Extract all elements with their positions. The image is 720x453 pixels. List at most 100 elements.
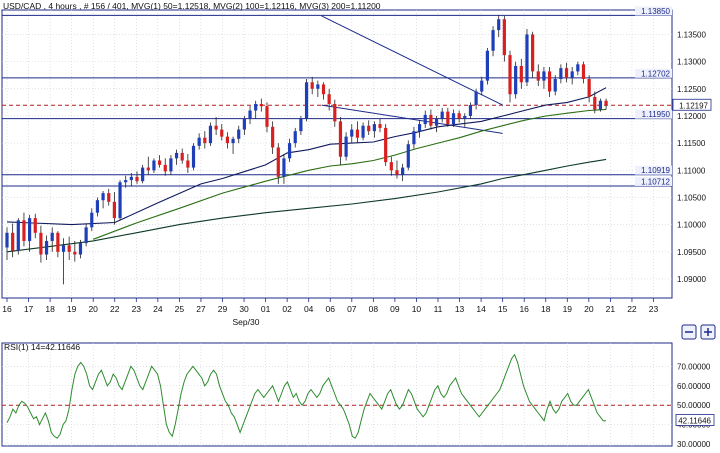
bar-info-label: # 156 / 401: [84, 1, 127, 11]
candle-body: [50, 232, 54, 241]
x-tick-label: 23: [132, 304, 142, 314]
candle-body: [220, 129, 224, 137]
candle-body: [429, 114, 433, 126]
candle-body: [271, 126, 275, 148]
trendline: [321, 15, 503, 106]
candle-body: [570, 71, 574, 78]
candle-body: [276, 147, 280, 177]
current-price-label: 1.12197: [679, 101, 708, 110]
candle-body: [474, 91, 478, 106]
x-tick-label: 22: [110, 304, 120, 314]
rsi-value-label: 42.11646: [678, 417, 711, 426]
x-axis-labels: 16 17 18 19 20 22 23 24 25 27 29 30 01 02 04 06 07 08 09 10…: [2, 298, 658, 314]
candle-body: [163, 164, 167, 172]
candle-body: [355, 129, 360, 138]
rsi-tick-label: 30.00000: [677, 440, 711, 448]
rsi-tick-label: 60.00000: [677, 382, 711, 391]
candle-body: [11, 232, 15, 251]
candle-body: [259, 104, 263, 107]
rsi-line: [6, 353, 607, 439]
candle-body: [174, 152, 179, 159]
x-tick-label: 27: [196, 304, 206, 314]
x-tick-label: 06: [326, 304, 336, 314]
x-tick-label: 25: [175, 304, 185, 314]
candle-body: [152, 160, 156, 171]
candle-body: [22, 220, 26, 241]
x-tick-label: 10: [412, 304, 422, 314]
candle-body: [463, 115, 467, 119]
x-tick-label: 11: [434, 304, 443, 314]
candle-body: [593, 96, 597, 110]
candle-body: [44, 240, 49, 255]
candle-body: [129, 176, 133, 181]
candle-body: [508, 55, 512, 95]
header-text: USD/CAD , 4 hours , # 156 / 401, MVG(1) …: [3, 1, 381, 11]
level-label: 1.12702: [641, 69, 670, 78]
rsi-panel[interactable]: [1, 342, 673, 447]
rsi-tick-label: 50.00000: [677, 401, 711, 410]
candle-body: [169, 158, 173, 172]
candle-body: [157, 160, 162, 165]
level-label-bg: [635, 68, 672, 78]
price-tick-label: 1.11500: [677, 139, 706, 148]
candle-body: [101, 193, 105, 201]
trendlines: [321, 15, 503, 134]
zoom-in-icon[interactable]: [700, 324, 716, 340]
candle-body: [186, 160, 190, 168]
candle-body: [225, 136, 230, 144]
rsi-gridlines: [2, 343, 672, 446]
level-label-bg: [635, 165, 672, 175]
level-label-bg: [635, 109, 672, 119]
candle-body: [299, 118, 303, 132]
rsi-series: [6, 353, 607, 439]
candle-body: [576, 64, 580, 72]
zoom-out-icon[interactable]: [681, 324, 697, 340]
price-panel[interactable]: [1, 9, 673, 299]
candle-body: [61, 245, 66, 252]
candle-body: [78, 243, 83, 255]
candle-body: [451, 113, 456, 125]
x-tick-label: 07: [347, 304, 357, 314]
candle-body: [547, 71, 552, 92]
candle-body: [531, 34, 535, 72]
moving-average-line: [93, 108, 607, 240]
candle-body: [587, 79, 591, 97]
timeframe-label: 4 hours: [48, 1, 76, 11]
price-tick-label: 1.11000: [677, 166, 706, 175]
candle-body: [84, 227, 88, 244]
candle-body: [497, 19, 501, 31]
price-tick-label: 1.12500: [677, 85, 706, 94]
x-tick-label: 20: [584, 304, 594, 314]
candle-body: [519, 65, 523, 83]
candle-body: [372, 124, 376, 132]
candle-body: [90, 212, 94, 228]
x-tick-label: 18: [45, 304, 55, 314]
candle-body: [581, 64, 586, 80]
rsi-tick-label: 70.00000: [677, 362, 711, 371]
moving-averages: [6, 87, 607, 253]
candle-body: [457, 113, 461, 119]
price-tick-label: 1.13500: [677, 30, 706, 39]
candle-body: [468, 105, 473, 116]
candle-body: [214, 125, 218, 130]
level-label: 1.11950: [642, 110, 671, 119]
current-price-box: [672, 98, 712, 111]
candle-body: [28, 218, 32, 241]
candle-body: [440, 111, 444, 119]
x-tick-label: 20: [88, 304, 98, 314]
price-tick-label: 1.10500: [677, 193, 706, 202]
rsi-title: RSI(1) 14=42.11646: [4, 342, 80, 352]
price-tick-label: 1.12000: [677, 112, 706, 121]
candle-body: [265, 106, 269, 127]
candle-body: [338, 121, 343, 157]
candlesticks: [5, 15, 608, 285]
candle-body: [604, 100, 608, 106]
x-tick-label: 24: [153, 304, 163, 314]
trendline: [321, 104, 503, 134]
candle-body: [248, 110, 252, 119]
price-tick-label: 1.09500: [677, 248, 706, 257]
candle-body: [553, 79, 557, 92]
candle-body: [333, 104, 337, 122]
candle-body: [242, 118, 246, 130]
